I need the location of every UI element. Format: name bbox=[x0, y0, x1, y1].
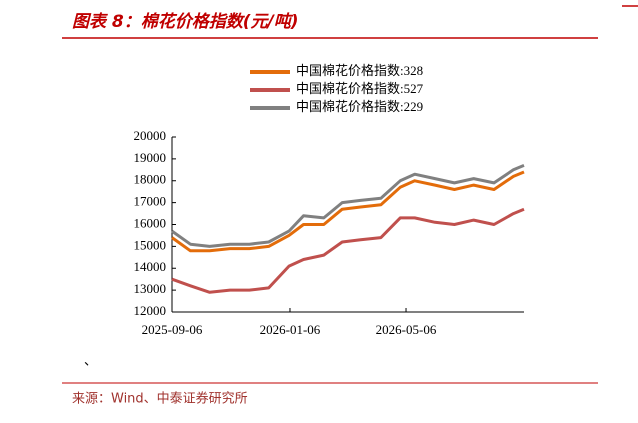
y-tick-label: 12000 bbox=[134, 303, 167, 318]
y-tick-label: 18000 bbox=[134, 172, 167, 187]
legend-label: 中国棉花价格指数:229 bbox=[296, 99, 423, 114]
y-tick-label: 15000 bbox=[134, 237, 167, 252]
y-tick-label: 19000 bbox=[134, 150, 167, 165]
y-tick-label: 14000 bbox=[134, 259, 167, 274]
series-line bbox=[171, 170, 525, 253]
series-line bbox=[171, 207, 525, 294]
x-tick-label: 2025-09-06 bbox=[142, 322, 203, 337]
legend-label: 中国棉花价格指数:328 bbox=[296, 63, 423, 78]
y-tick-label: 16000 bbox=[134, 215, 167, 230]
y-tick-label: 13000 bbox=[134, 281, 167, 296]
chart-title: 图表 8：棉花价格指数(元/吨) bbox=[72, 12, 299, 32]
annotation: 、 bbox=[84, 353, 97, 368]
source: 来源：Wind、中泰证券研究所 bbox=[72, 391, 248, 407]
x-tick-label: 2026-01-06 bbox=[260, 322, 321, 337]
y-tick-label: 20000 bbox=[134, 128, 167, 143]
series-line bbox=[171, 164, 525, 248]
legend-label: 中国棉花价格指数:527 bbox=[296, 81, 424, 96]
y-tick-label: 17000 bbox=[134, 194, 167, 209]
x-tick-label: 2026-05-06 bbox=[376, 322, 437, 337]
